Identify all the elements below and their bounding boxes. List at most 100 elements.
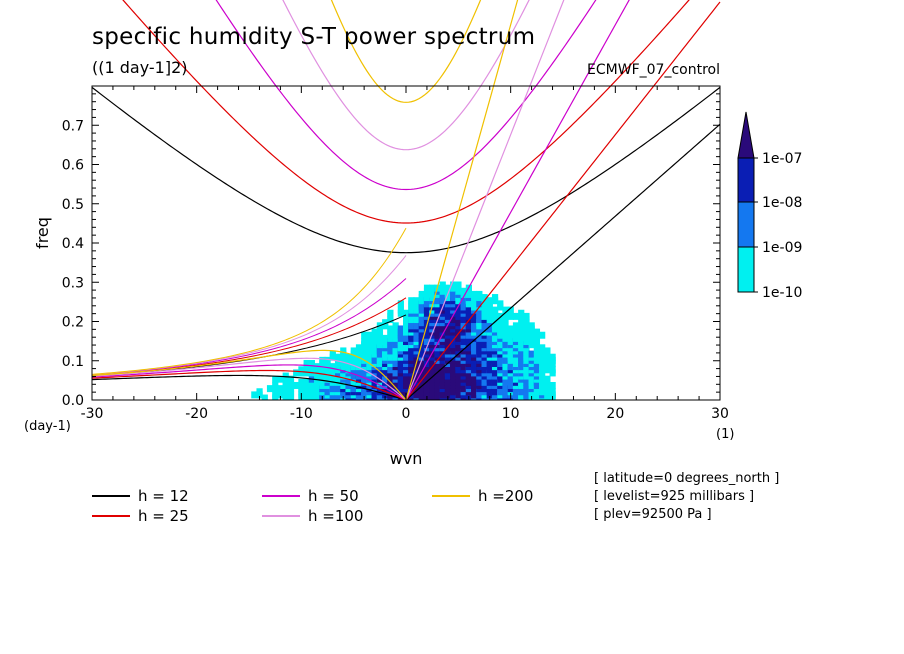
colorbar-arrow bbox=[737, 111, 755, 159]
contour-cell bbox=[533, 353, 541, 361]
x-tick-label: 0 bbox=[402, 406, 411, 422]
rossby-curve-h100 bbox=[91, 357, 407, 401]
contour-cell bbox=[455, 281, 462, 289]
contour-cell bbox=[287, 375, 295, 383]
kelvin-curve-h12 bbox=[405, 123, 721, 401]
contour-cell bbox=[544, 353, 551, 361]
y-tick-label: 0.6 bbox=[62, 158, 84, 174]
dataset-label: ECMWF_07_control bbox=[587, 62, 720, 78]
y-tick-label: 0.2 bbox=[62, 315, 84, 331]
ig-curve-h12 bbox=[91, 86, 721, 254]
x-axis-label: wvn bbox=[390, 449, 423, 468]
info-block: [ latitude=0 degrees_north ] [ levelist=… bbox=[594, 470, 779, 524]
ig-curve-h25 bbox=[122, 0, 690, 224]
chart-subtitle: ((1 day-1]2) bbox=[92, 58, 188, 77]
contour-cell bbox=[376, 331, 384, 339]
contour-cell bbox=[350, 347, 357, 355]
contour-cell bbox=[308, 359, 315, 367]
contour-cell bbox=[329, 350, 336, 358]
colorbar-label: 1e-07 bbox=[762, 151, 802, 167]
contour-cell bbox=[486, 303, 493, 311]
contour-cell bbox=[266, 385, 274, 393]
contour-cell bbox=[355, 359, 363, 367]
contour-cell bbox=[533, 344, 541, 352]
contour-cell bbox=[444, 284, 452, 292]
contour-cell bbox=[418, 290, 425, 298]
contour-cell bbox=[450, 281, 457, 289]
contour-cell bbox=[397, 300, 404, 308]
contour-cell bbox=[518, 309, 525, 317]
contour-cell bbox=[528, 350, 535, 358]
rossby-curve-h25 bbox=[91, 369, 407, 401]
contour-cell bbox=[251, 391, 258, 399]
colorbar-label: 1e-10 bbox=[762, 285, 802, 301]
contour-cell bbox=[512, 322, 520, 330]
legend-swatch bbox=[432, 495, 470, 497]
contour-cell bbox=[303, 378, 310, 386]
contour-cell bbox=[533, 328, 541, 336]
legend-swatch bbox=[262, 515, 300, 517]
contour-cell bbox=[523, 312, 530, 320]
contour-cell bbox=[523, 325, 530, 333]
y-axis-label: freq bbox=[33, 217, 52, 249]
kelvin-curve-h100 bbox=[405, 0, 565, 401]
kelvin-curve-h50 bbox=[405, 0, 630, 401]
contour-cell bbox=[293, 369, 300, 377]
info-latitude: [ latitude=0 degrees_north ] bbox=[594, 471, 780, 486]
contour-cell bbox=[303, 385, 310, 393]
info-plev: [ plev=92500 Pa ] bbox=[594, 507, 712, 522]
contour-cell bbox=[544, 347, 551, 355]
contour-cell bbox=[282, 372, 289, 380]
contour-cell bbox=[476, 290, 483, 298]
contour-cell bbox=[345, 353, 352, 361]
contour-cell bbox=[319, 356, 326, 364]
colorbar-label: 1e-09 bbox=[762, 240, 802, 256]
contour-cell bbox=[429, 284, 436, 292]
y-tick-label: 0.0 bbox=[62, 393, 84, 409]
y-tick-label: 0.4 bbox=[62, 236, 84, 252]
contour-cell bbox=[261, 394, 268, 400]
chart-title: specific humidity S-T power spectrum bbox=[92, 24, 536, 50]
contour-cell bbox=[282, 388, 289, 396]
legend-item-h25: h = 25 bbox=[92, 507, 189, 525]
contour-cell bbox=[549, 366, 556, 374]
contour-cell bbox=[371, 328, 378, 336]
contour-cell bbox=[293, 381, 300, 389]
contour-cell bbox=[272, 381, 279, 389]
contour-cell bbox=[355, 344, 363, 352]
contour-cell bbox=[366, 347, 373, 355]
legend-label: h = 50 bbox=[308, 487, 359, 505]
contour-cell bbox=[539, 331, 546, 339]
mrg-curve-h200 bbox=[91, 227, 407, 375]
dispersion-curves bbox=[91, 0, 721, 401]
contour-cell bbox=[298, 366, 305, 374]
kelvin-curve-h200 bbox=[405, 0, 519, 401]
x-tick-label: 30 bbox=[711, 406, 729, 422]
contour-cell bbox=[371, 341, 378, 349]
colorbar: 1e-07 1e-08 1e-09 1e-10 bbox=[737, 111, 802, 301]
contour-cell bbox=[539, 344, 546, 352]
contour-cell bbox=[324, 363, 331, 371]
contour-cell bbox=[544, 385, 551, 393]
colorbar-band bbox=[737, 157, 755, 203]
legend-label: h = 25 bbox=[138, 507, 189, 525]
colorbar-band bbox=[737, 246, 755, 293]
contour-cell bbox=[455, 287, 462, 295]
contour-cell bbox=[539, 363, 546, 371]
rossby-curve-h50 bbox=[91, 364, 407, 401]
contour-cell bbox=[533, 366, 541, 374]
contour-cell bbox=[481, 294, 488, 302]
contour-cell bbox=[491, 294, 499, 302]
contour-cell bbox=[491, 306, 499, 314]
contour-cell bbox=[497, 300, 504, 308]
contour-cell bbox=[486, 297, 493, 305]
legend-label: h =200 bbox=[478, 487, 534, 505]
contour-cell bbox=[303, 359, 310, 367]
contour-cell bbox=[324, 356, 331, 364]
contour-cell bbox=[387, 309, 394, 317]
contour-cell bbox=[476, 300, 483, 308]
x-unit-label: (1) bbox=[716, 427, 734, 442]
contour-cell bbox=[423, 284, 431, 292]
contour-cell bbox=[308, 388, 315, 396]
